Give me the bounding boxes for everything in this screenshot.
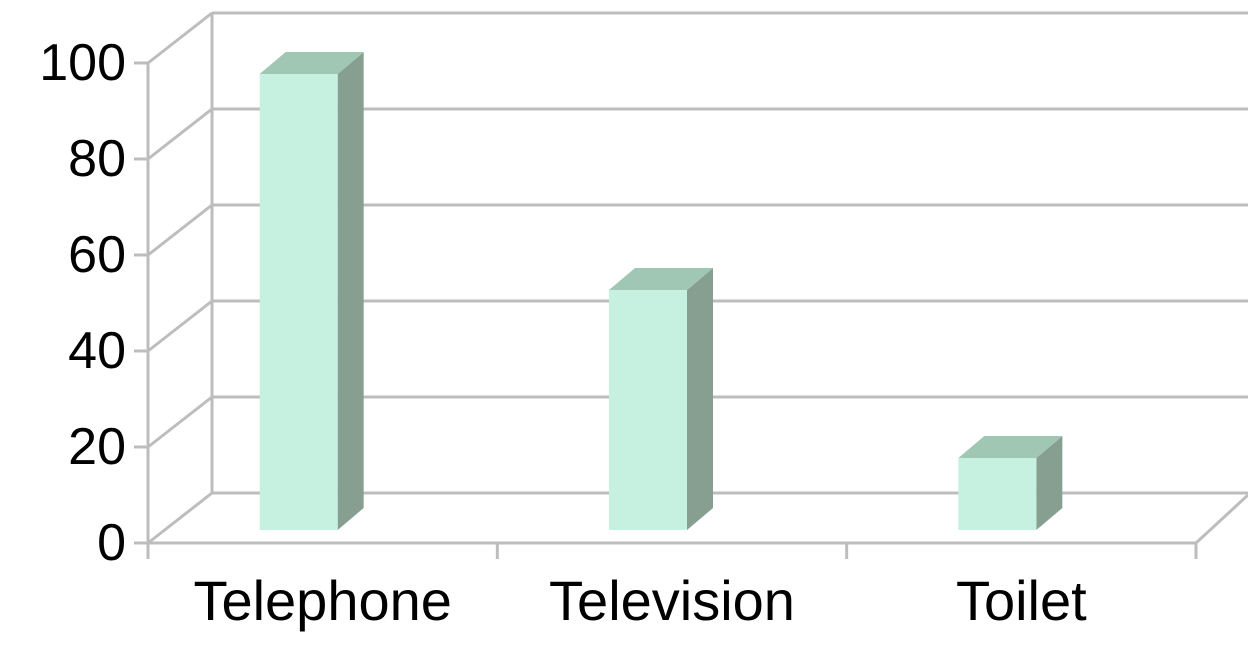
bar-side (1036, 436, 1063, 530)
bar-top (259, 52, 364, 74)
y-tick-label: 80 (68, 130, 126, 188)
x-tick-label: Television (549, 569, 795, 632)
gridline-side (147, 107, 213, 161)
bar-front (609, 290, 687, 530)
gridline-side (147, 11, 213, 65)
x-tick-label: Telephone (193, 569, 451, 632)
y-tick-label: 100 (39, 34, 126, 92)
bar-side (337, 52, 364, 530)
bar-top (609, 268, 713, 290)
y-tick-label: 20 (68, 418, 126, 476)
bar-front (259, 74, 338, 530)
gridlines (147, 11, 1248, 545)
y-tick-label: 0 (97, 514, 126, 572)
y-tick-labels: 0 20 40 60 80 100 (39, 34, 126, 572)
x-tick-label: Toilet (956, 569, 1087, 632)
chart-walls (146, 13, 214, 543)
x-tick-labels: Telephone Television Toilet (193, 569, 1087, 632)
bar (958, 436, 1063, 530)
y-tick-label: 40 (68, 322, 126, 380)
gridline-side (147, 491, 213, 545)
gridline-side (147, 395, 213, 449)
bars (259, 52, 1063, 530)
floor-right-edge (1194, 493, 1248, 545)
bar (609, 268, 713, 530)
bar (259, 52, 364, 530)
axes (134, 61, 1248, 559)
gridline-side (147, 299, 213, 353)
y-tick-label: 60 (68, 226, 126, 284)
bar-top (958, 436, 1063, 458)
bar-front (958, 458, 1037, 530)
bar-side (687, 268, 713, 530)
gridline-side (147, 203, 213, 257)
